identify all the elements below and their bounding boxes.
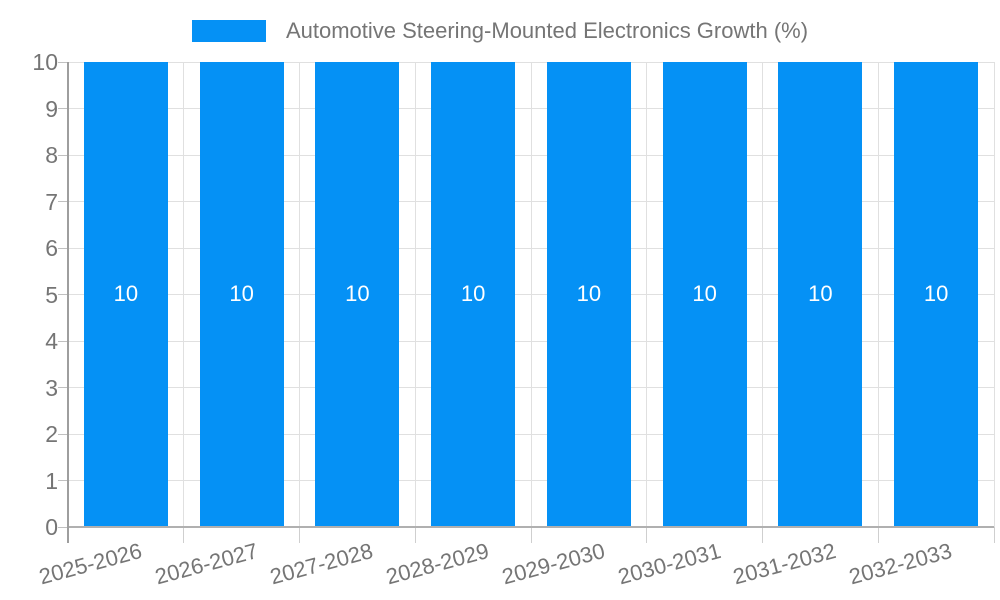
- x-axis-tick: [530, 527, 532, 543]
- y-tick-label: 9: [45, 95, 58, 122]
- x-axis-tick: [183, 527, 185, 543]
- y-axis-tick: [58, 108, 68, 109]
- y-axis-tick: [58, 480, 68, 481]
- y-axis-line: [67, 62, 69, 543]
- bar-value-label: 10: [923, 280, 949, 306]
- bar-value-label: 10: [229, 280, 254, 306]
- y-tick-label: 7: [45, 188, 58, 215]
- x-axis-baseline: [68, 526, 994, 528]
- category-boundary-line: [877, 62, 879, 527]
- legend: Automotive Steering-Mounted Electronics …: [0, 18, 1000, 44]
- y-axis-tick: [58, 433, 68, 435]
- x-axis-tick: [646, 527, 648, 543]
- y-axis-tick: [58, 340, 68, 342]
- x-axis-tick: [762, 527, 763, 543]
- bar[interactable]: [199, 62, 284, 527]
- category-boundary-line: [530, 62, 532, 527]
- y-axis-tick: [58, 201, 68, 202]
- legend-item[interactable]: Automotive Steering-Mounted Electronics …: [191, 18, 809, 44]
- bar-value-label: 10: [576, 280, 602, 306]
- y-tick-label: 3: [45, 374, 58, 401]
- category-boundary-line: [414, 62, 416, 527]
- bar[interactable]: [546, 62, 631, 527]
- y-axis-tick: [58, 61, 68, 63]
- bar-value-label: 10: [345, 280, 370, 306]
- category-boundary-line: [993, 62, 995, 527]
- bar-value-label: 10: [460, 280, 486, 306]
- bar[interactable]: [778, 62, 863, 527]
- y-tick-label: 4: [45, 328, 58, 354]
- y-axis-tick: [58, 526, 68, 528]
- bar[interactable]: [431, 62, 516, 527]
- x-axis-tick: [299, 527, 300, 543]
- bar[interactable]: [315, 62, 400, 527]
- y-axis-tick: [58, 387, 68, 388]
- category-boundary-line: [299, 62, 300, 527]
- x-axis-tick: [877, 527, 879, 543]
- y-axis-tick: [58, 247, 68, 249]
- bar[interactable]: [894, 62, 979, 527]
- bar[interactable]: [662, 62, 747, 527]
- y-tick-label: 1: [45, 467, 58, 494]
- y-tick-label: 8: [45, 142, 58, 168]
- y-axis-tick: [58, 294, 68, 295]
- legend-swatch-icon: [191, 20, 266, 42]
- category-boundary-line: [762, 62, 763, 527]
- y-tick-label: 2: [45, 421, 58, 447]
- y-tick-label: 0: [45, 514, 58, 540]
- x-axis-tick: [993, 527, 995, 543]
- y-tick-label: 10: [32, 49, 58, 75]
- y-tick-label: 5: [45, 281, 58, 308]
- category-boundary-line: [646, 62, 648, 527]
- bar-value-label: 10: [808, 280, 833, 306]
- x-axis-tick: [414, 527, 416, 543]
- bar-value-label: 10: [113, 280, 139, 306]
- category-boundary-line: [183, 62, 185, 527]
- bar-value-label: 10: [692, 280, 717, 306]
- y-axis-tick: [58, 154, 68, 156]
- bar[interactable]: [83, 62, 168, 527]
- legend-label: Automotive Steering-Mounted Electronics …: [285, 18, 809, 43]
- y-tick-label: 6: [45, 235, 58, 261]
